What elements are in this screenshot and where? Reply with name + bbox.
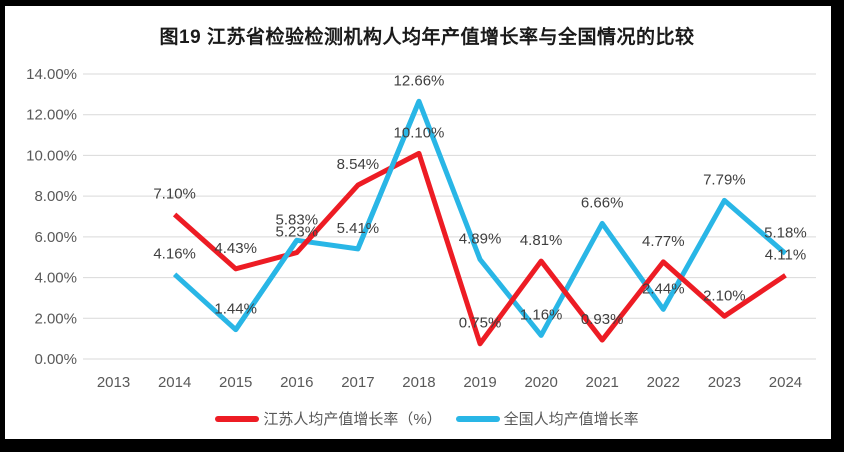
national-data-label: 5.41% <box>337 220 380 237</box>
x-axis-tick-label: 2016 <box>280 374 313 391</box>
jiangsu-data-label: 0.75% <box>459 315 502 332</box>
x-axis-tick-label: 2018 <box>402 374 435 391</box>
jiangsu-data-label: 4.43% <box>214 240 257 257</box>
national-data-label: 1.16% <box>520 306 563 323</box>
y-axis-tick-label: 14.00% <box>26 66 77 83</box>
y-axis-tick-label: 10.00% <box>26 147 77 164</box>
x-axis-tick-label: 2014 <box>158 374 191 391</box>
line-chart: 0.00% 2.00% 4.00% 6.00% 8.00% 10.00% 12.00% 14.… <box>26 66 816 391</box>
national-data-label: 7.79% <box>703 171 746 188</box>
legend-label-national: 全国人均产值增长率 <box>503 411 639 428</box>
chart-legend: 江苏人均产值增长率（%） 全国人均产值增长率 <box>5 408 844 429</box>
x-axis-tick-label: 2022 <box>647 374 680 391</box>
national-series-swatch <box>455 415 500 422</box>
x-axis-tick-label: 2015 <box>219 374 252 391</box>
national-data-label: 12.66% <box>394 72 445 89</box>
legend-item-jiangsu: 江苏人均产值增长率（%） <box>215 408 442 429</box>
y-axis-tick-label: 6.00% <box>34 229 77 246</box>
chart-card: 图19 江苏省检验检测机构人均年产值增长率与全国情况的比较 0.00% 2.00%… <box>5 6 831 439</box>
y-axis-tick-label: 2.00% <box>34 310 77 327</box>
national-data-label: 4.89% <box>459 230 502 247</box>
jiangsu-data-label: 4.11% <box>765 246 806 263</box>
legend-item-national: 全国人均产值增长率 <box>455 408 639 429</box>
x-axis-tick-label: 2024 <box>769 374 802 391</box>
national-data-label: 5.18% <box>764 225 807 242</box>
chart-title: 图19 江苏省检验检测机构人均年产值增长率与全国情况的比较 <box>159 27 695 48</box>
x-axis-tick-label: 2019 <box>463 374 496 391</box>
jiangsu-data-label: 4.81% <box>520 232 563 249</box>
national-line <box>172 98 788 338</box>
x-axis-tick-label: 2020 <box>524 374 557 391</box>
national-data-label: 2.44% <box>642 280 685 297</box>
national-data-label: 5.83% <box>276 211 319 228</box>
y-axis-tick-label: 4.00% <box>34 270 77 287</box>
national-data-label: 6.66% <box>581 194 624 211</box>
jiangsu-data-label: 7.10% <box>153 185 196 202</box>
jiangsu-data-label: 5.23% <box>276 224 319 241</box>
jiangsu-data-label: 4.77% <box>642 233 685 250</box>
legend-label-jiangsu: 江苏人均产值增长率（%） <box>263 411 442 428</box>
national-line-overlay <box>355 100 422 250</box>
jiangsu-data-label: 0.93% <box>581 311 624 328</box>
national-data-label: 1.44% <box>214 301 257 318</box>
x-axis-tick-label: 2023 <box>708 374 741 391</box>
y-axis-tick-label: 8.00% <box>34 188 77 205</box>
y-axis-tick-label: 0.00% <box>34 351 77 368</box>
national-line-overlay <box>233 238 299 332</box>
jiangsu-series-swatch <box>215 415 260 422</box>
jiangsu-data-label: 10.10% <box>394 124 445 141</box>
jiangsu-data-label: 8.54% <box>337 156 380 173</box>
jiangsu-data-label: 2.10% <box>703 287 746 304</box>
jiangsu-line <box>172 150 787 347</box>
x-axis-tick-label: 2013 <box>97 374 130 391</box>
x-axis-tick-label: 2021 <box>586 374 619 391</box>
y-axis-tick-label: 12.00% <box>26 107 77 124</box>
x-axis-tick-label: 2017 <box>341 374 374 391</box>
national-data-label: 4.16% <box>153 245 196 262</box>
